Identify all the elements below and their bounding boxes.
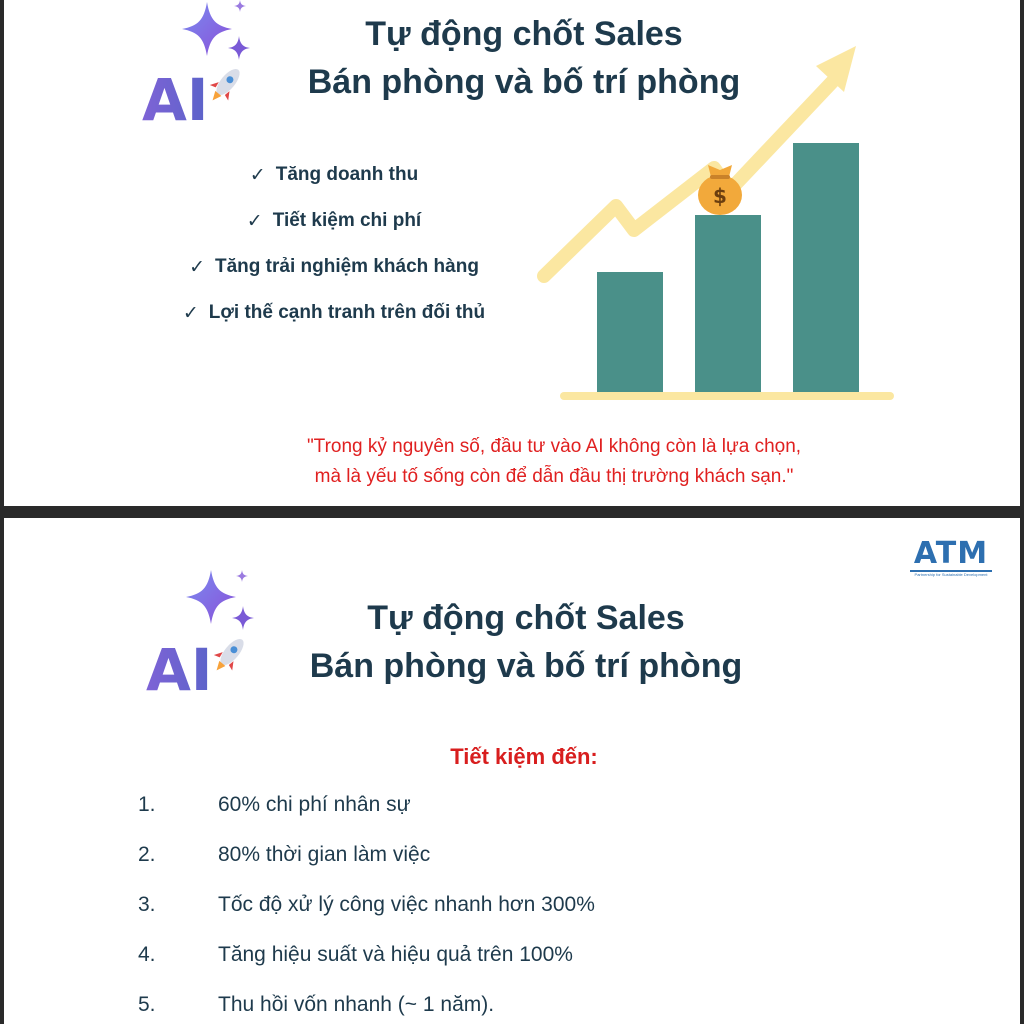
savings-item: 2. 80% thời gian làm việc (138, 830, 838, 880)
tiny-sparkle-icon (234, 0, 246, 12)
atm-logo-tagline: Partnership for Sustainable Development (914, 572, 988, 577)
quote-line-2: mà là yếu tố sống còn để dẫn đầu thị trư… (314, 466, 794, 487)
ai-sparkle-logo: AI (142, 0, 250, 128)
small-sparkle-icon (232, 606, 254, 630)
rocket-icon (213, 638, 244, 671)
ai-logo-text: AI (146, 636, 212, 696)
item-text: Thu hồi vốn nhanh (~ 1 năm). (218, 993, 495, 1016)
small-sparkle-icon (228, 36, 250, 60)
quote: "Trong kỷ nguyên số, đầu tư vào AI không… (154, 432, 954, 492)
atm-logo: ATM Partnership for Sustainable Developm… (908, 538, 994, 578)
money-bag-icon: $ (698, 165, 742, 215)
slide-1: AI Tự động chốt Sales Bán phòng và bố tr… (4, 0, 1020, 506)
benefit-text: Tăng doanh thu (275, 164, 419, 185)
quote-line-1: "Trong kỷ nguyên số, đầu tư vào AI không… (306, 436, 802, 457)
item-number: 1. (138, 793, 156, 816)
benefit-item: ✓ Tiết kiệm chi phí (154, 198, 514, 244)
benefit-text: Tiết kiệm chi phí (272, 210, 422, 231)
slide-2: ATM Partnership for Sustainable Developm… (4, 518, 1020, 1024)
benefit-item: ✓ Lợi thế cạnh tranh trên đối thủ (154, 290, 514, 336)
check-icon: ✓ (182, 302, 199, 324)
title-line-2: Bán phòng và bố trí phòng (309, 647, 743, 685)
benefit-item: ✓ Tăng doanh thu (154, 152, 514, 198)
money-bag-symbol: $ (713, 184, 727, 208)
check-icon: ✓ (189, 256, 205, 278)
benefit-text: Lợi thế cạnh tranh trên đối thủ (208, 302, 486, 323)
atm-logo-text: ATM (913, 536, 989, 571)
title-line-1: Tự động chốt Sales (365, 15, 683, 53)
big-sparkle-icon (182, 2, 232, 56)
ai-logo-text: AI (142, 66, 208, 128)
benefits-list: ✓ Tăng doanh thu ✓ Tiết kiệm chi phí ✓ Tăng… (154, 152, 514, 336)
benefit-item: ✓ Tăng trải nghiệm khách hàng (154, 244, 514, 290)
tiny-sparkle-icon (236, 570, 248, 582)
savings-item: 3. Tốc độ xử lý công việc nhanh hơn 300% (138, 880, 838, 930)
title-line-1: Tự động chốt Sales (367, 599, 685, 637)
chart-bar-3 (793, 143, 859, 392)
benefit-text: Tăng trải nghiệm khách hàng (215, 256, 479, 277)
slide-1-title: Tự động chốt Sales Bán phòng và bố trí p… (264, 10, 784, 106)
savings-item: 1. 60% chi phí nhân sự (138, 780, 838, 830)
title-line-2: Bán phòng và bố trí phòng (307, 63, 741, 101)
item-number: 2. (138, 843, 156, 866)
item-text: 60% chi phí nhân sự (218, 793, 411, 816)
savings-heading: Tiết kiệm đến: (450, 744, 598, 769)
item-number: 4. (138, 943, 156, 966)
ai-sparkle-logo: AI (146, 570, 254, 696)
rocket-icon (209, 68, 240, 101)
slide-2-title: Tự động chốt Sales Bán phòng và bố trí p… (266, 594, 786, 690)
check-icon: ✓ (246, 210, 263, 232)
item-text: Tốc độ xử lý công việc nhanh hơn 300% (218, 893, 595, 916)
chart-bar-2 (695, 215, 761, 392)
chart-bar-1 (597, 272, 663, 392)
item-text: 80% thời gian làm việc (218, 843, 431, 866)
trend-arrow-line (537, 73, 841, 283)
item-text: Tăng hiệu suất và hiệu quả trên 100% (218, 943, 573, 966)
savings-item: 5. Thu hồi vốn nhanh (~ 1 năm). (138, 980, 838, 1024)
item-number: 5. (138, 993, 156, 1016)
growth-bar-chart: $ (537, 46, 894, 400)
check-icon: ✓ (249, 164, 266, 186)
savings-item: 4. Tăng hiệu suất và hiệu quả trên 100% (138, 930, 838, 980)
trend-arrow-head (816, 46, 856, 92)
item-number: 3. (138, 893, 156, 916)
big-sparkle-icon (186, 570, 236, 624)
atm-logo-underline (910, 570, 992, 572)
savings-list: 1. 60% chi phí nhân sự 2. 80% thời gian là… (138, 780, 838, 1024)
